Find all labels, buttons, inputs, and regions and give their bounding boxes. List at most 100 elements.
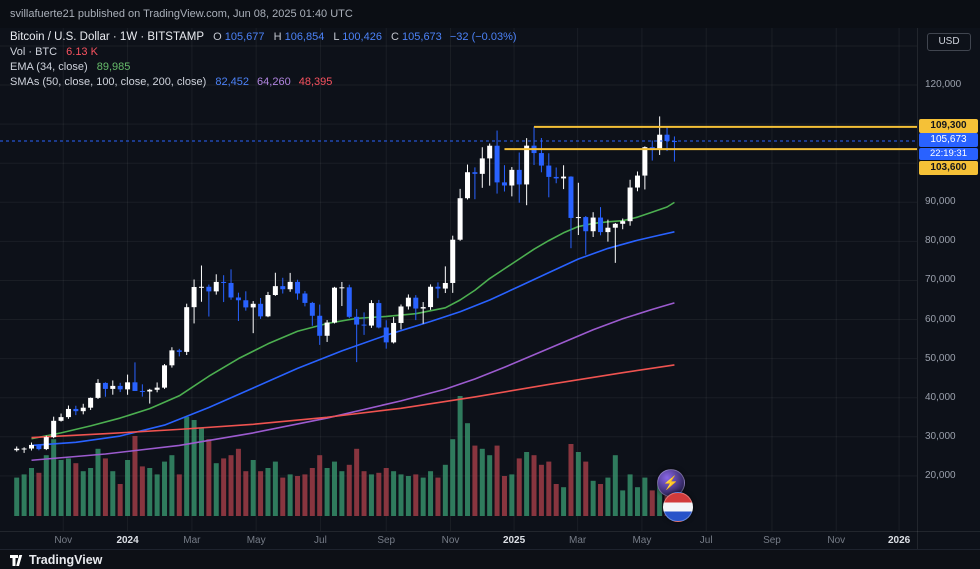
ma-line bbox=[31, 302, 675, 462]
price-tick: 90,000 bbox=[925, 196, 956, 208]
candle-body bbox=[398, 306, 404, 323]
candle-body bbox=[258, 303, 264, 317]
candle-body bbox=[51, 420, 57, 438]
volume-bar bbox=[191, 420, 197, 516]
candle-body bbox=[612, 223, 618, 228]
volume-bar bbox=[21, 474, 27, 516]
volume-bar bbox=[472, 445, 478, 516]
currency-toggle-button[interactable]: USD bbox=[927, 33, 971, 51]
time-tick: Mar bbox=[183, 535, 201, 546]
candle-body bbox=[206, 286, 212, 292]
candle-body bbox=[472, 172, 478, 174]
volume-row[interactable]: Vol · BTC 6.13 K bbox=[10, 45, 517, 59]
volume-bar bbox=[413, 474, 419, 516]
price-tick: 120,000 bbox=[925, 79, 962, 91]
time-tick: 2026 bbox=[887, 535, 911, 546]
volume-bar bbox=[272, 461, 278, 516]
time-tick: Jul bbox=[314, 535, 327, 546]
price-scale[interactable]: USD 120,000 90,000 80,000 70,000 60,000 50,00… bbox=[917, 28, 980, 549]
candle-body bbox=[250, 303, 256, 308]
volume-bar bbox=[442, 464, 448, 516]
candle-body bbox=[58, 417, 64, 421]
candle-body bbox=[354, 316, 360, 325]
symbol-row[interactable]: Bitcoin / U.S. Dollar · 1W · BITSTAMP O … bbox=[10, 30, 517, 44]
volume-bar bbox=[154, 474, 160, 516]
candle-body bbox=[176, 350, 182, 352]
candle-body bbox=[29, 444, 34, 449]
volume-bar bbox=[147, 468, 153, 516]
candle-body bbox=[272, 286, 278, 296]
volume-bar bbox=[162, 461, 168, 516]
candle-body bbox=[346, 287, 352, 317]
symbol-title[interactable]: Bitcoin / U.S. Dollar · 1W · BITSTAMP bbox=[10, 31, 205, 43]
volume-bar bbox=[228, 455, 234, 516]
candle-body bbox=[309, 302, 315, 316]
volume-bar bbox=[184, 416, 190, 516]
candle-body bbox=[664, 134, 670, 142]
candle-body bbox=[80, 407, 86, 412]
candle-body bbox=[598, 217, 604, 233]
candle-body bbox=[65, 408, 71, 418]
candle-body bbox=[383, 327, 389, 343]
candle-body bbox=[235, 297, 241, 301]
volume-bar bbox=[561, 487, 567, 516]
volume-bar bbox=[309, 468, 315, 516]
volume-bar bbox=[43, 455, 49, 516]
candle-body bbox=[125, 382, 131, 390]
candle-body bbox=[657, 134, 663, 150]
candle-body bbox=[516, 169, 522, 185]
candlestick-series[interactable] bbox=[14, 116, 677, 453]
bar-countdown-label: 22:19:31 bbox=[919, 148, 978, 161]
volume-bar bbox=[14, 477, 20, 516]
low-label: L bbox=[333, 31, 340, 43]
volume-bar bbox=[642, 477, 648, 516]
volume-bar bbox=[295, 476, 301, 516]
last-price-label: 105,673 bbox=[919, 133, 978, 148]
candle-body bbox=[73, 408, 79, 412]
candle-body bbox=[605, 227, 611, 233]
candle-body bbox=[287, 281, 293, 290]
ema-row[interactable]: EMA (34, close) 89,985 bbox=[10, 60, 517, 74]
sticker-flag-icon[interactable] bbox=[663, 492, 693, 522]
candle-body bbox=[117, 385, 123, 390]
candle-body bbox=[642, 147, 648, 176]
volume-bar bbox=[450, 439, 456, 516]
candle-body bbox=[139, 390, 145, 392]
candle-body bbox=[132, 382, 138, 391]
open-value: 105,677 bbox=[224, 31, 265, 43]
volume-bar bbox=[553, 484, 559, 516]
candle-body bbox=[95, 382, 101, 398]
smas-row[interactable]: SMAs (50, close, 100, close, 200, close)… bbox=[10, 75, 517, 89]
resistance-price-label: 109,300 bbox=[919, 118, 978, 133]
volume-bar bbox=[324, 468, 330, 516]
candle-body bbox=[524, 145, 530, 185]
low-value: 100,426 bbox=[342, 31, 382, 43]
tradingview-logo-icon[interactable] bbox=[9, 553, 23, 567]
candle-body bbox=[191, 287, 197, 308]
candle-body bbox=[405, 297, 411, 307]
tradingview-brand[interactable]: TradingView bbox=[29, 552, 103, 567]
volume-bar bbox=[494, 445, 500, 516]
volume-bar bbox=[457, 396, 463, 516]
candle-body bbox=[302, 293, 308, 303]
candle-body bbox=[295, 281, 301, 294]
candle-body bbox=[546, 165, 552, 177]
time-tick: May bbox=[246, 535, 266, 546]
candle-body bbox=[487, 145, 493, 159]
volume-bar bbox=[405, 476, 411, 516]
volume-bar bbox=[575, 452, 581, 516]
candle-body bbox=[376, 303, 382, 328]
candle-body bbox=[361, 324, 367, 326]
volume-bar bbox=[346, 464, 352, 516]
candle-body bbox=[110, 385, 116, 389]
candle-body bbox=[391, 322, 397, 343]
time-scale[interactable]: Nov 2024 Mar May Jul Sep Nov 2025 Mar May Jul Sep No… bbox=[0, 531, 980, 549]
volume-bar bbox=[235, 448, 241, 516]
volume-bar bbox=[58, 460, 64, 516]
change-value: −32 (−0.03%) bbox=[449, 31, 517, 43]
volume-bar bbox=[627, 474, 633, 516]
candle-body bbox=[575, 217, 581, 219]
price-tick: 20,000 bbox=[925, 469, 956, 481]
price-tick: 60,000 bbox=[925, 313, 956, 325]
